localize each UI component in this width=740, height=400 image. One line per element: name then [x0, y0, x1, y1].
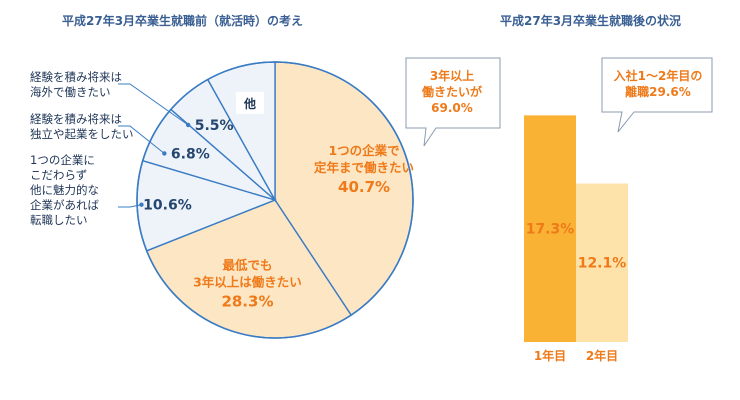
callout-line: 離職29.6% [625, 85, 691, 99]
right-chart-title: 平成27年3月卒業生就職後の状況 [500, 14, 682, 28]
other-label-box [235, 91, 264, 114]
bar-value: 17.3% [526, 222, 575, 238]
side-label-line: 経験を積み将来は [30, 112, 122, 126]
pie-outline [136, 61, 414, 339]
right-callout-text: 入社1〜2年目の 離職29.6% [610, 68, 706, 100]
left-callout-box [405, 57, 501, 147]
slice-label-line: 最低でも [222, 258, 272, 273]
leader-dot [139, 202, 144, 207]
bar-chart [524, 115, 628, 343]
side-label-overseas: 経験を積み将来は 海外で働きたい [30, 70, 122, 100]
slice-value: 5.5% [195, 118, 234, 134]
callout-line: 働きたいが [421, 85, 482, 99]
callout-line: 69.0% [431, 101, 473, 115]
slice-label-line: 1つの企業で [328, 143, 399, 158]
callout-shapes [405, 57, 713, 147]
callout-line: 3年以上 [429, 69, 475, 83]
slice-value: 28.3% [221, 293, 273, 311]
bar-category-label: 1年目 [534, 348, 566, 363]
side-label-line: 1つの企業に [30, 153, 95, 167]
bar-value: 12.1% [578, 256, 627, 272]
right-callout-box [601, 57, 713, 133]
side-label-line: 海外で働きたい [30, 85, 111, 99]
slice-value: 40.7% [338, 178, 390, 196]
pie-chart [136, 61, 414, 339]
leader-dot [162, 151, 167, 156]
bar [524, 115, 576, 343]
bar [576, 183, 628, 342]
side-label-job-change: 1つの企業に こだわらず 他に魅力的な 企業があれば 転職したい [30, 153, 99, 228]
slice-label-line: 3年以上は働きたい [193, 275, 302, 290]
side-label-line: 独立や起業をしたい [30, 127, 134, 141]
side-label-independent: 経験を積み将来は 独立や起業をしたい [30, 112, 134, 142]
leader-line [118, 125, 165, 154]
leader-line [118, 83, 189, 126]
side-label-line: 経験を積み将来は [30, 70, 122, 84]
slice-value: 10.6% [143, 198, 192, 214]
leader-dot [185, 122, 191, 128]
other-label: 他 [243, 96, 256, 111]
side-label-line: 転職したい [30, 213, 88, 227]
leader-line [118, 204, 142, 208]
left-callout-text: 3年以上 働きたいが 69.0% [412, 68, 492, 116]
slice-label-line: 定年まで働きたい [313, 160, 414, 175]
side-label-line: こだわらず [30, 168, 88, 182]
side-label-line: 他に魅力的な [30, 183, 99, 197]
callout-line: 入社1〜2年目の [613, 69, 703, 83]
bar-category-label: 2年目 [586, 348, 618, 363]
slice-value: 6.8% [171, 146, 210, 162]
side-label-line: 企業があれば [30, 198, 99, 212]
left-chart-title: 平成27年3月卒業生就職前（就活時）の考え [62, 14, 304, 28]
